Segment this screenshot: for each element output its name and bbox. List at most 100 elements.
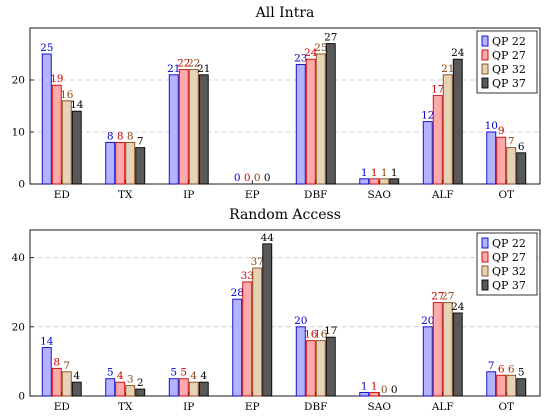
data-label: 44 <box>261 232 275 244</box>
data-label: 1 <box>381 167 388 179</box>
data-label: 23 <box>294 52 307 64</box>
data-label: 3 <box>127 374 134 386</box>
data-label: 25 <box>40 42 53 54</box>
chart-title: Random Access <box>229 207 341 223</box>
data-label: 12 <box>421 110 434 122</box>
bar <box>506 147 517 185</box>
bar <box>295 326 306 397</box>
data-label: 33 <box>241 270 254 282</box>
data-label: 4 <box>73 370 80 382</box>
data-label: 0 <box>244 172 251 184</box>
x-tick-label: OT <box>498 401 514 413</box>
bar <box>516 152 527 185</box>
bar <box>359 178 370 185</box>
data-label: 6 <box>508 363 515 375</box>
bar <box>452 58 463 185</box>
bar <box>325 336 336 397</box>
bar <box>71 381 82 397</box>
plot-frame <box>29 229 541 397</box>
x-tick-label: ALF <box>431 401 454 413</box>
data-label: 6 <box>498 363 505 375</box>
data-label: 20 <box>294 315 307 327</box>
data-label: 16 <box>60 89 74 101</box>
legend-swatch <box>481 251 489 263</box>
x-tick-label: TX <box>118 189 133 201</box>
data-label: 5 <box>170 367 177 379</box>
legend-swatch <box>481 279 489 291</box>
bar <box>51 367 62 397</box>
data-label: 22 <box>187 58 200 70</box>
x-tick-label: SAO <box>368 189 392 201</box>
x-tick-label: DBF <box>304 189 327 201</box>
data-label: 8 <box>117 130 124 142</box>
bar <box>105 141 116 185</box>
data-label: 21 <box>167 63 180 75</box>
data-label: 17 <box>324 325 337 337</box>
data-label: 14 <box>70 99 84 111</box>
data-label: 4 <box>117 370 124 382</box>
data-label: 14 <box>40 336 54 348</box>
data-label: 8 <box>107 130 114 142</box>
data-label: 28 <box>231 287 244 299</box>
bar <box>516 378 527 397</box>
data-label: 1 <box>361 381 368 393</box>
bar <box>496 136 507 185</box>
legend-label: QP 37 <box>492 77 526 90</box>
bar <box>369 178 380 185</box>
bar <box>486 371 497 397</box>
data-label: 0 <box>381 384 388 396</box>
bar <box>506 374 517 397</box>
x-tick-label: EP <box>245 189 260 201</box>
legend-label: QP 37 <box>492 279 526 292</box>
data-label: 5 <box>180 367 187 379</box>
data-label: 7 <box>488 360 495 372</box>
bar <box>125 141 136 185</box>
data-label: 37 <box>251 256 264 268</box>
bar <box>115 141 126 185</box>
bar <box>135 388 146 397</box>
data-label: 4 <box>190 370 197 382</box>
bar <box>295 63 306 185</box>
legend-swatch <box>481 63 489 75</box>
bar <box>168 378 179 397</box>
data-label: 8 <box>53 356 60 368</box>
bar <box>442 74 453 185</box>
bar <box>369 392 380 397</box>
bar <box>496 374 507 397</box>
bar <box>168 74 179 185</box>
data-label: 16 <box>304 329 318 341</box>
bar <box>432 302 443 397</box>
y-tick-label: 0 <box>18 179 25 191</box>
data-label: 19 <box>50 73 63 85</box>
bar <box>51 84 62 185</box>
bar <box>422 121 433 185</box>
bar <box>188 381 199 397</box>
data-label: 0 <box>234 172 241 184</box>
bar <box>389 178 400 185</box>
bar <box>125 385 136 397</box>
data-label: 27 <box>441 291 454 303</box>
data-label: 21 <box>197 63 210 75</box>
bar <box>486 131 497 185</box>
x-tick-label: IP <box>183 189 194 201</box>
data-label: 17 <box>431 84 444 96</box>
bar <box>71 110 82 185</box>
bar <box>262 243 273 397</box>
legend-label: QP 32 <box>492 63 526 76</box>
x-tick-label: EP <box>245 401 260 413</box>
x-tick-label: ED <box>54 401 70 413</box>
legend-label: QP 27 <box>492 49 526 62</box>
bar <box>315 53 326 185</box>
data-label: 1 <box>361 167 368 179</box>
bar <box>198 74 209 185</box>
bar <box>452 312 463 397</box>
x-tick-label: SAO <box>368 401 392 413</box>
data-label: 5 <box>518 367 525 379</box>
y-tick-label: 10 <box>12 127 25 139</box>
plot-frame <box>29 27 541 185</box>
bar <box>61 100 72 185</box>
y-tick-label: 40 <box>12 252 25 264</box>
data-label: 7 <box>63 360 70 372</box>
